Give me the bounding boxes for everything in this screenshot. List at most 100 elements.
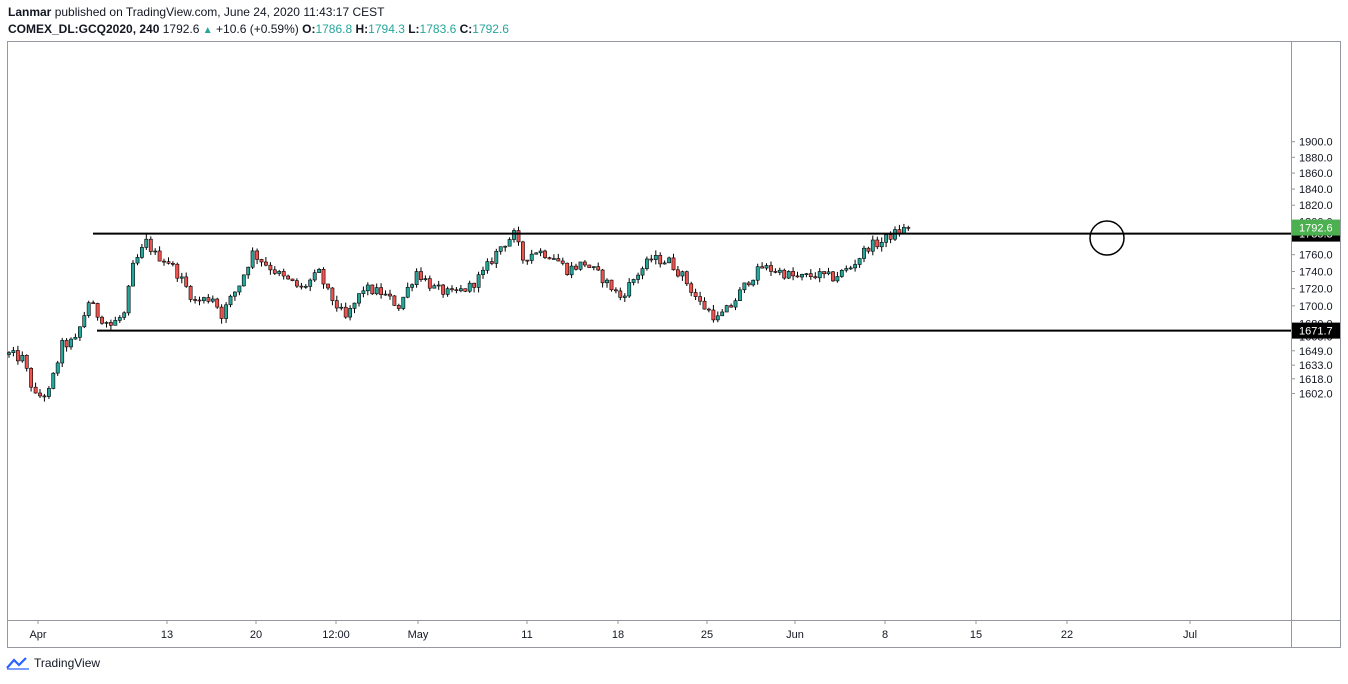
candle-up — [11, 350, 16, 354]
y-tick-label: 1880.0 — [1299, 152, 1333, 164]
candle-up — [529, 253, 534, 261]
candle-up — [622, 295, 627, 298]
candle-up — [308, 279, 313, 287]
candle-up — [352, 302, 357, 309]
candle-up — [507, 239, 512, 247]
y-tick-label: 1633.0 — [1299, 360, 1333, 372]
time-axis[interactable]: Apr 13 20 12:00 May 11 18 25 Jun 8 15 22 Jul — [29, 620, 1197, 641]
candle-down — [42, 395, 47, 398]
x-tick-label: 20 — [250, 629, 262, 641]
candle-up — [69, 338, 73, 348]
last-price-label-bg — [1292, 219, 1340, 236]
candle-down — [565, 262, 570, 276]
publish-info: Lanmar published on TradingView.com, Jun… — [8, 5, 384, 19]
candle-down — [15, 350, 20, 362]
candle-up — [853, 264, 858, 269]
candle-up — [667, 257, 672, 264]
x-tick-label: 18 — [612, 629, 624, 641]
candle-up — [51, 372, 56, 389]
candle-up — [751, 279, 756, 286]
candle-down — [171, 262, 175, 265]
candle-up — [640, 268, 645, 276]
candle-up — [844, 268, 849, 271]
candle-up — [445, 288, 450, 295]
candle-down — [516, 230, 521, 243]
y-tick-label: 1840.0 — [1299, 184, 1333, 196]
candle-up — [653, 255, 658, 260]
last-price-label: 1792.6 — [1299, 223, 1333, 235]
candle-down — [729, 305, 734, 308]
candle-up — [432, 285, 437, 289]
candle-down — [419, 271, 423, 280]
candle-down — [392, 295, 397, 306]
candle-down — [330, 287, 335, 301]
candle-down — [219, 306, 224, 319]
candle-up — [131, 262, 135, 287]
candle-up — [777, 269, 782, 273]
candle-up — [804, 273, 809, 276]
candle-down — [671, 257, 676, 271]
candle-down — [272, 269, 277, 274]
open-value: 1786.8 — [315, 22, 353, 36]
candle-up — [662, 262, 667, 265]
chart-frame — [7, 41, 1341, 648]
x-tick-label: 25 — [701, 629, 713, 641]
candle-down — [343, 306, 348, 318]
candle-up — [848, 267, 853, 270]
y-tick-label: 1740.0 — [1299, 267, 1333, 279]
candle-up — [436, 284, 441, 287]
symbol-name[interactable]: COMEX_DL:GCQ2020, 240 — [8, 22, 160, 36]
candle-up — [764, 265, 769, 269]
candle-up — [835, 276, 840, 282]
candle-up — [374, 287, 379, 295]
candle-down — [263, 261, 268, 266]
candle-down — [472, 282, 477, 288]
candle-down — [286, 275, 291, 280]
candle-up — [724, 305, 729, 313]
candle-down — [906, 227, 911, 229]
candle-down — [813, 276, 818, 279]
candle-up — [578, 261, 583, 270]
candle-down — [427, 278, 432, 289]
candle-up — [246, 266, 251, 276]
candle-down — [175, 263, 180, 279]
candle-down — [463, 288, 468, 292]
candle-down — [560, 260, 565, 264]
x-tick-label: Apr — [29, 629, 46, 641]
candle-up — [228, 295, 233, 306]
candle-up — [817, 271, 822, 279]
candle-up — [458, 288, 463, 292]
candle-up — [46, 388, 51, 397]
candle-up — [476, 274, 481, 288]
candle-down — [334, 300, 339, 309]
candle-down — [782, 269, 787, 279]
candle-up — [60, 340, 65, 364]
candle-up — [605, 279, 609, 284]
breakout-circle-annotation[interactable] — [1089, 220, 1125, 256]
candle-up — [55, 362, 60, 374]
author-name[interactable]: Lanmar — [8, 5, 52, 19]
candle-up — [538, 250, 543, 254]
price-axis[interactable]: 1900.01880.01860.01840.01820.01800.01760… — [1291, 137, 1333, 401]
candle-up — [410, 284, 415, 288]
candle-up — [534, 252, 539, 255]
candle-down — [100, 316, 104, 324]
candle-down — [769, 265, 773, 272]
x-tick-label: 13 — [161, 629, 173, 641]
open-label: O: — [302, 22, 316, 36]
candle-up — [405, 286, 410, 298]
candle-down — [613, 289, 618, 292]
low-label: L: — [408, 22, 420, 36]
candle-up — [361, 290, 366, 294]
candle-up — [631, 279, 636, 283]
candle-down — [95, 303, 100, 318]
candle-up — [857, 258, 862, 265]
candle-up — [494, 251, 499, 264]
y-tick-label: 1860.0 — [1299, 168, 1333, 180]
candle-up — [423, 278, 428, 281]
footer-brand[interactable]: TradingView — [6, 656, 100, 670]
candle-up — [901, 227, 906, 234]
candle-down — [268, 264, 273, 271]
last-price: 1792.6 — [162, 22, 200, 36]
